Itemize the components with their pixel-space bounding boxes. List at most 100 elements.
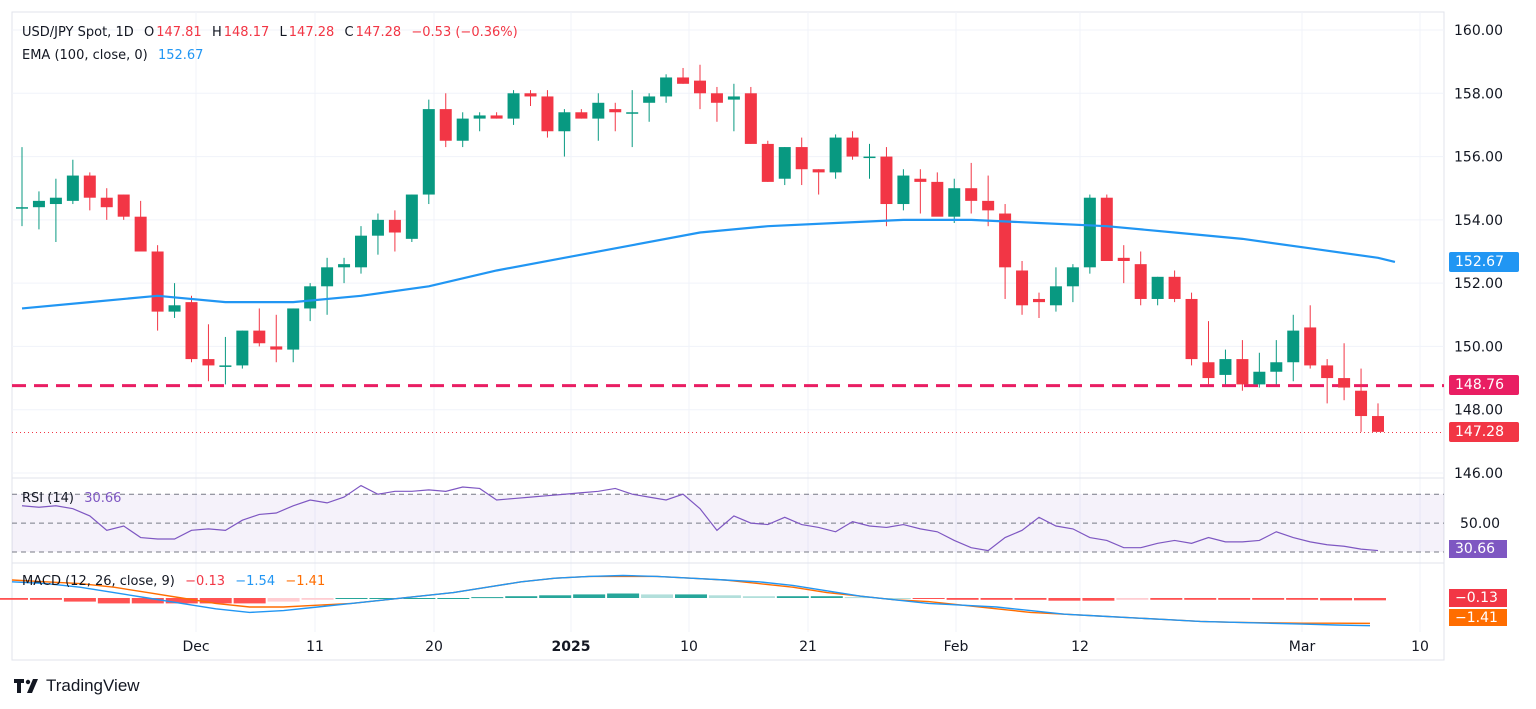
time-tick-label: Dec [182, 639, 209, 655]
price-tick-label: 148.00 [1454, 403, 1503, 419]
candle-body [829, 137, 842, 173]
macd-histogram-bar [335, 598, 368, 599]
ema-legend-label: EMA (100, close, 0) [22, 48, 148, 63]
candle-body [1304, 327, 1317, 366]
candle-body [32, 200, 45, 208]
macd-histogram-bar [1218, 598, 1251, 600]
macd-histogram-bar [437, 598, 470, 599]
time-tick-label: 21 [799, 639, 817, 655]
candle-body [897, 175, 910, 205]
legend-close: 147.28 [355, 25, 402, 40]
time-tick-label: Mar [1289, 639, 1316, 655]
ema-price-tag: 152.67 [1449, 252, 1519, 272]
macd-histogram-bar [29, 598, 62, 600]
macd-histogram-bar [980, 598, 1013, 600]
macd-histogram-bar [1082, 598, 1115, 601]
time-tick-label: 2025 [552, 639, 591, 655]
candle-body [795, 147, 808, 170]
candle-body [846, 137, 859, 157]
candle-body [304, 286, 317, 309]
candle-body [744, 93, 757, 144]
macd-legend-hist: −0.13 [185, 574, 225, 589]
candle-body [338, 264, 351, 268]
macd-histogram-bar [233, 598, 266, 604]
candle-body [100, 197, 113, 208]
legend-open-label: O [143, 25, 155, 40]
rsi-line [21, 484, 1379, 552]
ema100-line [21, 218, 1396, 310]
candle-body [965, 188, 978, 201]
candle-body [1134, 264, 1147, 299]
candle-body [812, 169, 825, 173]
candle-body [1338, 378, 1351, 388]
candle-body [422, 109, 435, 195]
candle-body [405, 194, 418, 239]
macd-histogram-bar [878, 598, 911, 599]
macd-histogram-bar [1184, 598, 1217, 600]
candle-body [388, 219, 401, 233]
candle-body [83, 175, 96, 198]
legend-open: 147.81 [156, 25, 202, 40]
legend-symbol: USD/JPY Spot, 1D [22, 25, 134, 40]
candle-body [355, 235, 367, 268]
macd-histogram-bar [1320, 598, 1353, 601]
macd-histogram-bar [708, 595, 741, 598]
price-tick-label: 158.00 [1454, 86, 1503, 102]
candle-body [1219, 359, 1232, 375]
candle-body [710, 93, 723, 103]
price-tick-label: 152.00 [1454, 276, 1503, 292]
macd-histogram-bar [607, 593, 640, 598]
candle-body [1185, 298, 1198, 360]
candle-body [778, 147, 791, 179]
candle-body [1100, 197, 1113, 261]
time-tick-label: 10 [680, 639, 698, 655]
candle-body [16, 207, 28, 209]
candle-body [914, 178, 927, 182]
candle-body [490, 115, 503, 119]
macd-legend-line: −1.54 [235, 574, 276, 589]
candle-body [202, 359, 215, 366]
macd-histogram-bar [641, 594, 674, 598]
candle-body [609, 109, 622, 113]
price-tick-label: 146.00 [1454, 466, 1503, 482]
candle-body [507, 93, 520, 119]
macd-histogram-bar [403, 598, 436, 599]
macd-histogram-bar [1354, 598, 1386, 601]
candle-body [473, 115, 486, 119]
price-tick-label: 156.00 [1454, 150, 1503, 166]
candle-body [1253, 371, 1266, 385]
legend-change: −0.53 (−0.36%) [411, 25, 518, 40]
macd-signal-tag: −1.41 [1449, 609, 1507, 626]
legend-high: 148.17 [223, 25, 270, 40]
candle-body [948, 188, 961, 217]
candle-body [761, 143, 774, 182]
macd-histogram-bar [301, 598, 334, 600]
rsi-legend-value: 30.66 [84, 491, 122, 506]
tradingview-brand[interactable]: TradingView [14, 676, 140, 696]
candle-body [1033, 298, 1045, 303]
macd-histogram-bar [131, 598, 164, 604]
macd-histogram-bar [0, 598, 28, 600]
legend-close-label: C [344, 25, 354, 40]
macd-histogram-bar [1286, 598, 1319, 600]
candle-body [456, 118, 469, 141]
candle-body [727, 96, 740, 100]
candle-body [371, 219, 384, 236]
macd-legend: MACD (12, 26, close, 9) −0.13 −1.54 −1.4… [22, 574, 327, 589]
candle-body [253, 330, 266, 344]
candle-body [1202, 362, 1215, 379]
candle-body [999, 213, 1012, 268]
macd-histogram-bar [675, 594, 707, 598]
candle-body [219, 365, 232, 367]
candle-body [863, 156, 876, 159]
support-price-tag: 148.76 [1449, 375, 1519, 395]
price-tick-label: 160.00 [1454, 23, 1503, 39]
macd-histogram-bar [1252, 598, 1285, 600]
macd-histogram-bar [97, 598, 130, 604]
candle-body [185, 302, 198, 360]
candle-body [117, 194, 130, 217]
time-tick-label: 10 [1411, 639, 1429, 655]
candle-body [524, 93, 537, 97]
candle-body [66, 175, 79, 201]
